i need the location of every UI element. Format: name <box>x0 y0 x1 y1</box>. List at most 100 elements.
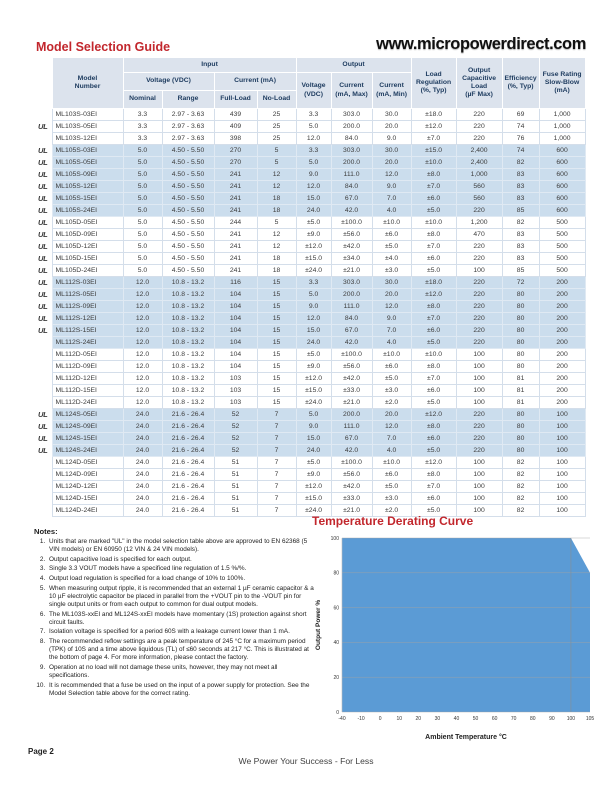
ul-mark: UL <box>37 290 48 299</box>
value-cell: ±6.0 <box>371 468 412 481</box>
value-cell: 51 <box>213 468 258 481</box>
model-number-cell: ML103S-03EI <box>51 108 124 121</box>
model-number-cell: ML105S-12EI <box>51 180 124 193</box>
table-row: UL ML105S-03EI 5.0 4.50 - 5.50 270 5 3.3 303.0 3… <box>30 144 586 157</box>
value-cell: ±5.0 <box>371 372 412 385</box>
y-tick-label: 100 <box>331 536 340 542</box>
value-cell: 30.0 <box>371 108 412 121</box>
note-item: Output load regulation is specified for … <box>47 575 316 583</box>
value-cell: 67.0 <box>330 324 373 337</box>
note-item: When measuring output ripple, it is reco… <box>47 585 316 609</box>
x-tick-label: 100 <box>567 716 576 722</box>
value-cell: ±6.0 <box>410 324 457 337</box>
table-row: UL ML112S-05EI 12.0 10.8 - 13.2 104 15 5.0 200.… <box>30 288 586 301</box>
x-tick-label: 30 <box>435 716 441 722</box>
model-number-cell: ML105D-12EI <box>51 240 124 253</box>
value-cell: 83 <box>501 252 540 265</box>
table-row: UL ML105S-15EI 5.0 4.50 - 5.50 241 18 15.0 67.0… <box>30 192 586 205</box>
value-cell: 15 <box>256 312 297 325</box>
model-number-cell: ML112D-09EI <box>51 360 124 373</box>
x-tick-label: -10 <box>357 716 364 722</box>
value-cell: 15.0 <box>295 432 332 445</box>
value-cell: 600 <box>538 192 586 205</box>
table-row: ML124D-09EI 24.0 21.6 - 26.4 51 7 ±9.0 ±56.0 ±6… <box>30 468 586 481</box>
x-tick-label: 40 <box>454 716 460 722</box>
value-cell: ±5.0 <box>371 480 412 493</box>
value-cell: 21.6 - 26.4 <box>161 456 215 469</box>
value-cell: 270 <box>213 144 258 157</box>
value-cell: 5.0 <box>122 144 163 157</box>
col-header-efficiency: Efficiency (%, Typ) <box>501 57 540 109</box>
model-number-cell: ML112S-09EI <box>51 300 124 313</box>
value-cell: 100 <box>455 360 503 373</box>
value-cell: 9.0 <box>295 168 332 181</box>
value-cell: 100 <box>455 264 503 277</box>
value-cell: 2,400 <box>455 144 503 157</box>
value-cell: 74 <box>501 120 540 133</box>
value-cell: ±42.0 <box>330 240 373 253</box>
value-cell: ±100.0 <box>330 216 373 229</box>
model-number-cell: ML124D-12EI <box>51 480 124 493</box>
value-cell: 12.0 <box>122 360 163 373</box>
ul-mark: UL <box>37 206 48 215</box>
value-cell: 3.3 <box>122 108 163 121</box>
col-header-output-current-max: Current (mA, Max) <box>330 72 373 109</box>
value-cell: 21.6 - 26.4 <box>161 432 215 445</box>
value-cell: 5.0 <box>122 192 163 205</box>
value-cell: 82 <box>501 456 540 469</box>
table-row: UL ML124S-15EI 24.0 21.6 - 26.4 52 7 15.0 67.0 7… <box>30 432 586 445</box>
value-cell: 5.0 <box>122 264 163 277</box>
table-row: UL ML105D-24EI 5.0 4.50 - 5.50 241 18 ±24.0 ±21… <box>30 264 586 277</box>
value-cell: 7 <box>256 420 297 433</box>
value-cell: ±7.0 <box>410 312 457 325</box>
model-number-cell: ML105S-03EI <box>51 144 124 157</box>
value-cell: 10.8 - 13.2 <box>161 300 215 313</box>
value-cell: 470 <box>455 228 503 241</box>
value-cell: 200 <box>538 300 586 313</box>
ul-mark: UL <box>37 266 48 275</box>
notes-list: Units that are marked "UL" in the model … <box>47 538 316 698</box>
value-cell: 12 <box>256 180 297 193</box>
model-number-cell: ML112S-12EI <box>51 312 124 325</box>
value-cell: ±3.0 <box>371 264 412 277</box>
value-cell: 1,000 <box>538 120 586 133</box>
value-cell: 2.97 - 3.63 <box>161 120 215 133</box>
value-cell: 80 <box>501 360 540 373</box>
value-cell: ±56.0 <box>330 468 373 481</box>
model-number-cell: ML112S-03EI <box>51 276 124 289</box>
value-cell: ±24.0 <box>295 396 332 409</box>
note-item: It is recommended that a fuse be used on… <box>47 682 316 698</box>
value-cell: ±5.0 <box>371 240 412 253</box>
value-cell: ±10.0 <box>371 348 412 361</box>
value-cell: 30.0 <box>371 276 412 289</box>
value-cell: ±5.0 <box>410 504 457 517</box>
value-cell: ±12.0 <box>295 372 332 385</box>
value-cell: ±9.0 <box>295 360 332 373</box>
value-cell: 15 <box>256 288 297 301</box>
notes-heading: Notes: <box>34 527 58 536</box>
website-link[interactable]: www.micropowerdirect.com <box>376 35 586 53</box>
value-cell: 4.50 - 5.50 <box>161 240 215 253</box>
col-header-model-number: Model Number <box>51 57 124 109</box>
value-cell: 25 <box>256 108 297 121</box>
value-cell: ±100.0 <box>330 348 373 361</box>
value-cell: ±8.0 <box>410 300 457 313</box>
value-cell: ±6.0 <box>410 252 457 265</box>
value-cell: 220 <box>455 408 503 421</box>
value-cell: 5.0 <box>122 204 163 217</box>
value-cell: 200.0 <box>330 156 373 169</box>
value-cell: ±2.0 <box>371 504 412 517</box>
value-cell: 81 <box>501 372 540 385</box>
value-cell: 84.0 <box>330 132 373 145</box>
value-cell: ±24.0 <box>295 504 332 517</box>
value-cell: 5 <box>256 144 297 157</box>
value-cell: ±56.0 <box>330 228 373 241</box>
x-tick-label: 50 <box>473 716 479 722</box>
value-cell: 600 <box>538 180 586 193</box>
value-cell: 12.0 <box>122 336 163 349</box>
ul-mark <box>30 133 52 145</box>
value-cell: 24.0 <box>295 444 332 457</box>
value-cell: ±5.0 <box>410 264 457 277</box>
value-cell: 24.0 <box>122 420 163 433</box>
value-cell: 103 <box>213 372 258 385</box>
